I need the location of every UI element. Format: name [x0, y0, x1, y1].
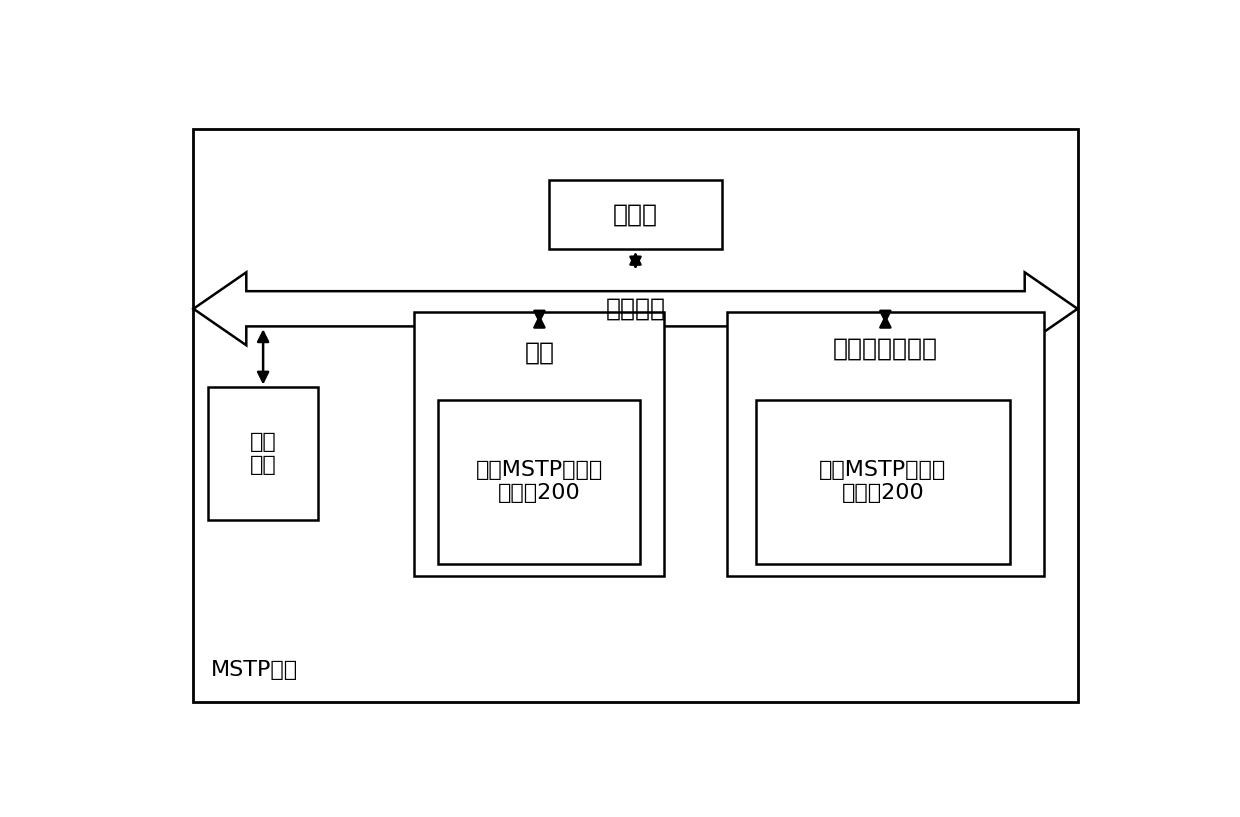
Bar — [439, 400, 640, 564]
Bar — [208, 387, 319, 520]
Bar — [549, 180, 722, 249]
Bar — [414, 312, 665, 576]
Text: 更新MSTP邻居表
的装缠200: 更新MSTP邻居表 的装缠200 — [820, 460, 946, 503]
Bar — [727, 312, 1044, 576]
Text: 更新MSTP邻居表
的装缠200: 更新MSTP邻居表 的装缠200 — [476, 460, 603, 503]
Polygon shape — [193, 272, 1078, 346]
Text: 网络
接口: 网络 接口 — [249, 432, 277, 475]
Text: 非易失性存储器: 非易失性存储器 — [833, 337, 937, 361]
Text: 内部总线: 内部总线 — [605, 297, 666, 321]
Bar — [755, 400, 1011, 564]
Text: 内存: 内存 — [525, 340, 554, 364]
Text: MSTP设备: MSTP设备 — [211, 660, 298, 680]
Text: 处理器: 处理器 — [613, 203, 658, 226]
